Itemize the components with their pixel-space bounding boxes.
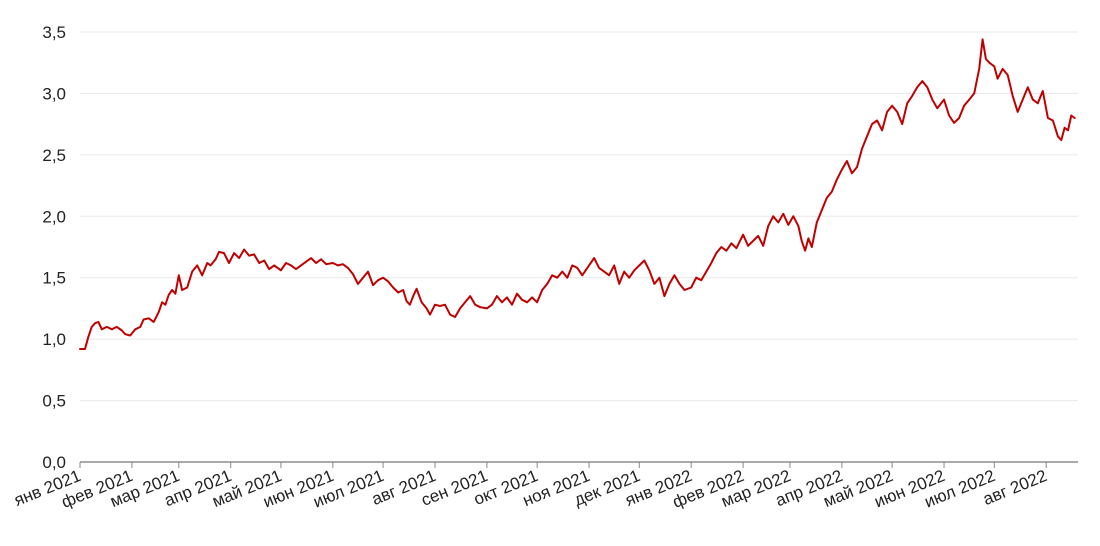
y-axis: 0,0 0,5 1,0 1,5 2,0 2,5 3,0 3,5 xyxy=(42,23,66,472)
y-tick-label: 0,0 xyxy=(42,453,66,472)
gridlines xyxy=(80,31,1078,463)
y-tick-label: 0,5 xyxy=(42,392,66,411)
y-tick-label: 3,0 xyxy=(42,84,66,103)
y-tick-label: 2,0 xyxy=(42,207,66,226)
y-tick-label: 1,0 xyxy=(42,330,66,349)
y-tick-label: 1,5 xyxy=(42,269,66,288)
series-line xyxy=(79,38,1076,350)
y-tick-label: 3,5 xyxy=(42,23,66,42)
series xyxy=(79,38,1076,350)
y-tick-label: 2,5 xyxy=(42,146,66,165)
